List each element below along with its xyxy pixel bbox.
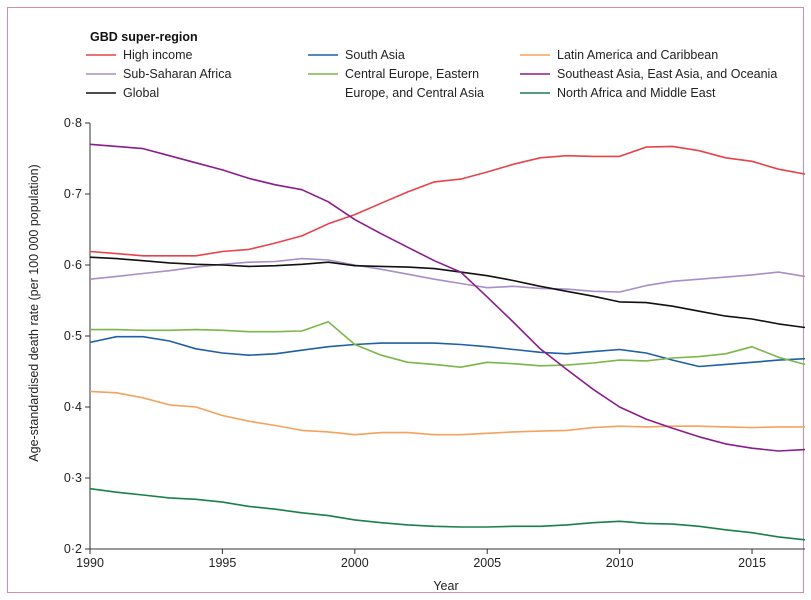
y-axis-title: Age-standardised death rate (per 100 000… <box>27 164 41 461</box>
x-tick-label: 1995 <box>209 556 237 570</box>
y-tick-label: 0·8 <box>64 116 82 130</box>
legend-title: GBD super-region <box>90 30 198 44</box>
y-tick-label: 0·6 <box>64 258 82 272</box>
series-line-1 <box>89 257 805 293</box>
line-chart: GBD super-region High income Sub-Saharan … <box>27 30 805 593</box>
series-line-3 <box>89 335 805 368</box>
y-tick-label: 0·5 <box>64 329 82 343</box>
legend-label: South Asia <box>345 48 405 62</box>
series-line-4 <box>90 320 805 369</box>
x-tick-label: 1990 <box>76 556 104 570</box>
y-tick-label: 0·3 <box>64 471 82 485</box>
x-tick-label: 2010 <box>606 556 634 570</box>
series-lines <box>89 143 805 541</box>
series-line-2 <box>89 256 805 329</box>
series-line-6 <box>89 143 805 452</box>
legend-label: Europe, and Central Asia <box>345 86 484 100</box>
x-tick-label: 2015 <box>738 556 766 570</box>
series-line-0 <box>89 145 805 257</box>
y-tick-label: 0·4 <box>64 400 82 414</box>
y-tick-label: 0·2 <box>64 542 82 556</box>
legend-label: Southeast Asia, East Asia, and Oceania <box>557 67 777 81</box>
legend-label: Latin America and Caribbean <box>557 48 718 62</box>
series-line-7 <box>89 487 805 541</box>
x-axis-title: Year <box>433 579 458 593</box>
legend-label: Central Europe, Eastern <box>345 67 479 81</box>
x-tick-label: 2005 <box>473 556 501 570</box>
y-tick-label: 0·7 <box>64 187 82 201</box>
legend: High income Sub-Saharan Africa Global South… <box>86 48 777 100</box>
x-tick-label: 2000 <box>341 556 369 570</box>
legend-label: Global <box>123 86 159 100</box>
legend-label: High income <box>123 48 193 62</box>
legend-label: Sub-Saharan Africa <box>123 67 231 81</box>
axes: 0·2 0·3 0·4 0·5 0·6 0·7 0·8 1990 1995 2000 2005 201… <box>64 116 805 570</box>
series-line-5 <box>89 390 805 436</box>
figure-frame: GBD super-region High income Sub-Saharan … <box>7 7 805 593</box>
legend-label: North Africa and Middle East <box>557 86 716 100</box>
